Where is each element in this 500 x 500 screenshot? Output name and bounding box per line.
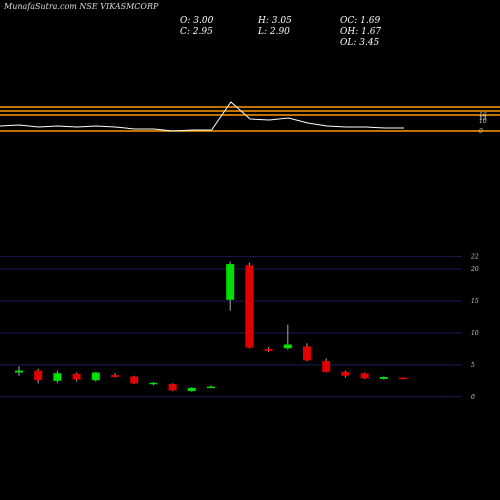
candle-body — [15, 370, 23, 373]
candle — [245, 262, 254, 349]
price-tick-label: 0 — [471, 394, 475, 401]
candle — [34, 368, 43, 384]
candle — [379, 376, 388, 380]
candle-body — [379, 377, 388, 379]
candle-body — [72, 373, 81, 380]
oc-value: OC: 1.69 — [340, 16, 381, 26]
candle — [111, 373, 119, 378]
candle-body — [34, 370, 43, 381]
ol-value: OL: 3.45 — [340, 38, 380, 48]
candle-body — [111, 375, 119, 378]
candle-body — [303, 346, 311, 361]
candle-body — [91, 372, 100, 381]
candle — [149, 382, 158, 386]
candle-body — [341, 371, 350, 376]
indicator-line — [0, 101, 404, 132]
candle — [72, 372, 81, 382]
candle — [399, 377, 407, 380]
price-tick-label: 20 — [470, 266, 479, 273]
low-value: L: 2.90 — [258, 27, 290, 37]
price-tick-label: 5 — [471, 362, 475, 369]
open-value: O: 3.00 — [180, 16, 214, 26]
candle — [168, 383, 177, 392]
candle — [207, 385, 215, 389]
candle-body — [53, 373, 62, 381]
oh-value: OH: 1.67 — [340, 27, 382, 37]
candles — [15, 261, 407, 392]
candle — [322, 358, 331, 373]
high-value: H: 3.05 — [258, 16, 292, 26]
indicator-tick-label: 13 — [479, 115, 487, 122]
candle — [303, 343, 311, 362]
price-gridlines — [0, 255, 462, 398]
candle — [15, 366, 23, 376]
candle — [91, 371, 100, 382]
chart-title: MunafaSutra.com NSE VIKASMCORP — [4, 2, 159, 11]
candle-body — [360, 373, 369, 379]
candle-body — [322, 361, 331, 372]
candle — [226, 261, 235, 311]
close-value: C: 2.95 — [180, 27, 213, 37]
candle-body — [226, 264, 235, 300]
price-tick-label: 15 — [471, 298, 479, 305]
price-axis: 22 20 15 10 5 0 — [470, 253, 479, 400]
candle-body — [149, 382, 158, 385]
indicator-levels — [0, 106, 500, 132]
indicator-tick-label: 0 — [479, 128, 483, 135]
candle-body — [283, 344, 292, 349]
candle-body — [207, 386, 215, 389]
candle — [53, 370, 62, 383]
candle — [264, 347, 273, 353]
candle — [341, 370, 350, 378]
candle-body — [245, 265, 254, 348]
candle — [130, 375, 139, 385]
candle — [360, 372, 369, 379]
candle-body — [187, 387, 196, 392]
candle-body — [130, 376, 139, 384]
candle-body — [264, 348, 273, 351]
price-tick-label: 22 — [470, 253, 479, 260]
indicator-tick-label: 16 — [479, 112, 487, 119]
indicator-tick-label: 10 — [479, 118, 487, 125]
candle — [283, 324, 292, 350]
candle-body — [399, 377, 407, 380]
candle-body — [168, 384, 177, 391]
price-tick-label: 10 — [471, 330, 479, 337]
candle — [187, 387, 196, 392]
